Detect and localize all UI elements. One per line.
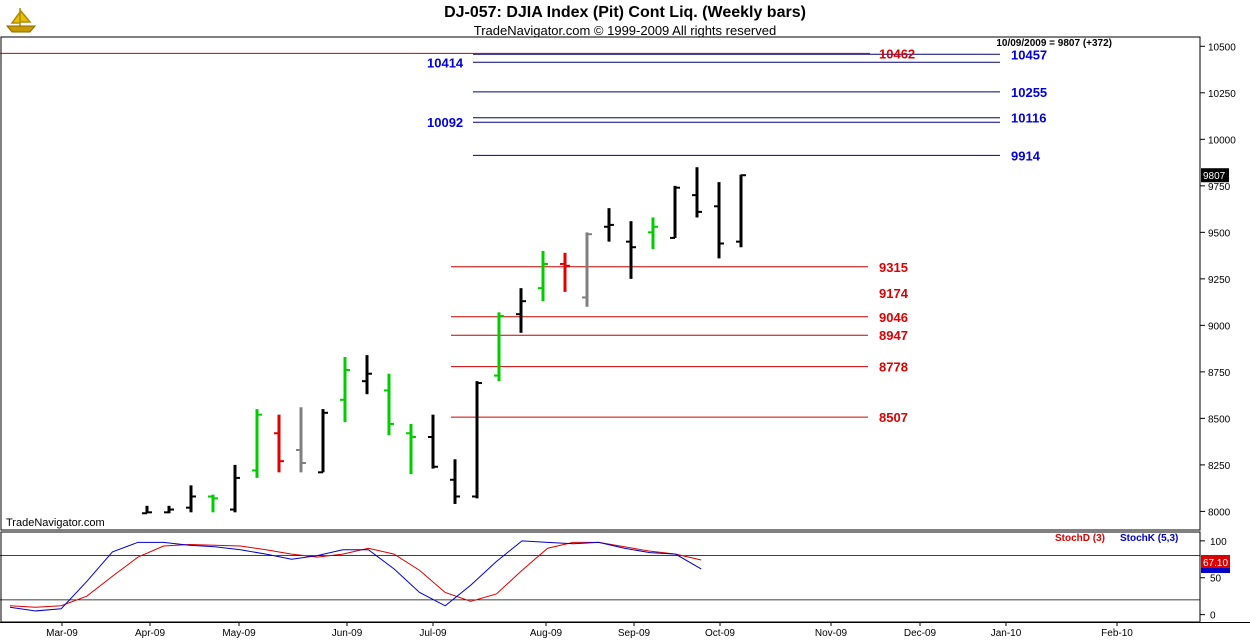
x-tick-label: May-09 [222, 628, 256, 639]
support-label: 8947 [879, 328, 908, 343]
ohlc-bar [164, 505, 174, 514]
ohlc-bar [626, 221, 636, 279]
x-tick-label: Oct-09 [705, 628, 735, 639]
ohlc-bar [516, 288, 526, 333]
ohlc-bar [472, 381, 482, 499]
price-tick-label: 10250 [1208, 89, 1236, 100]
price-panel-frame [0, 36, 1201, 531]
stoch-d-line [9, 541, 702, 608]
last-price-label: 9807 [1203, 171, 1226, 182]
ohlc-bar [582, 232, 592, 307]
ohlc-bar [208, 494, 218, 513]
ohlc-bar [670, 185, 680, 239]
chart-subtitle: TradeNavigator.com © 1999-2009 All right… [473, 23, 777, 38]
price-tick-label: 9000 [1208, 321, 1231, 332]
osc-tick-label: 0 [1210, 611, 1216, 622]
ohlc-bar [274, 414, 284, 473]
ohlc-bar [384, 373, 394, 436]
resistance-label: 10116 [1011, 111, 1046, 126]
ohlc-bar [252, 409, 262, 478]
x-tick-label: Jan-10 [991, 628, 1022, 639]
ohlc-bar [230, 464, 240, 513]
last-price-box [1201, 168, 1229, 183]
ohlc-bar [604, 208, 614, 242]
x-tick-label: Feb-10 [1101, 628, 1133, 639]
ohlc-bar [560, 252, 570, 292]
ohlc-bar [428, 414, 438, 469]
price-tick-label: 8000 [1208, 507, 1231, 518]
x-tick-label: Dec-09 [904, 628, 937, 639]
ohlc-bar [736, 174, 746, 248]
price-tick-label: 10000 [1208, 135, 1236, 146]
ohlc-bar [296, 407, 306, 473]
support-label: 9046 [879, 310, 908, 325]
ohlc-bar [318, 409, 328, 474]
ohlc-bar [494, 312, 504, 382]
support-label: 8778 [879, 360, 908, 375]
resistance-label: 10092 [427, 115, 463, 130]
support-label: 10462 [879, 46, 915, 61]
stoch-k-line [9, 540, 702, 612]
support-label: 8507 [879, 410, 908, 425]
resistance-label: 10255 [1011, 85, 1047, 100]
price-tick-label: 8750 [1208, 368, 1231, 379]
stoch-k-legend: StochK (5,3) [1120, 533, 1178, 544]
chart-title: DJ-057: DJIA Index (Pit) Cont Liq. (Week… [444, 4, 806, 21]
x-tick-label: Nov-09 [815, 628, 848, 639]
price-tick-label: 9250 [1208, 275, 1231, 286]
x-tick-label: Mar-09 [46, 628, 78, 639]
sailing-ship-logo-icon [4, 6, 38, 34]
osc-last-value-box-k [1201, 567, 1230, 573]
osc-tick-label: 100 [1210, 537, 1227, 548]
ohlc-bar [450, 459, 460, 504]
price-tick-label: 8500 [1208, 414, 1231, 425]
price-tick-label: 9750 [1208, 182, 1231, 193]
support-label: 9315 [879, 260, 908, 275]
price-tick-label: 9500 [1208, 228, 1231, 239]
ohlc-bar [538, 250, 548, 302]
ohlc-bar [714, 182, 724, 259]
support-label: 9174 [879, 286, 909, 301]
x-tick-label: Jun-09 [332, 628, 363, 639]
price-tick-label: 8250 [1208, 461, 1231, 472]
ohlc-bar [362, 355, 372, 395]
osc-last-value-label: 67.10 [1203, 558, 1228, 569]
ohlc-bar [648, 217, 658, 250]
stoch-d-legend: StochD (3) [1055, 533, 1105, 544]
x-tick-label: Aug-09 [530, 628, 563, 639]
last-value-label: 10/09/2009 = 9807 (+372) [996, 38, 1112, 49]
osc-tick-label: 50 [1210, 574, 1222, 585]
x-tick-label: Jul-09 [419, 628, 447, 639]
ohlc-bar [142, 505, 152, 515]
ohlc-bar [186, 485, 196, 513]
resistance-label: 9914 [1011, 148, 1041, 163]
resistance-label: 10457 [1011, 47, 1047, 62]
ohlc-bar [692, 167, 702, 218]
price-tick-label: 10500 [1208, 42, 1236, 53]
osc-last-value-box [1201, 554, 1230, 569]
ohlc-bar [340, 356, 350, 423]
x-tick-label: Apr-09 [135, 628, 165, 639]
x-tick-label: Sep-09 [618, 628, 651, 639]
ohlc-bar [406, 423, 416, 475]
resistance-label: 10414 [427, 55, 464, 70]
watermark: TradeNavigator.com [6, 517, 105, 529]
